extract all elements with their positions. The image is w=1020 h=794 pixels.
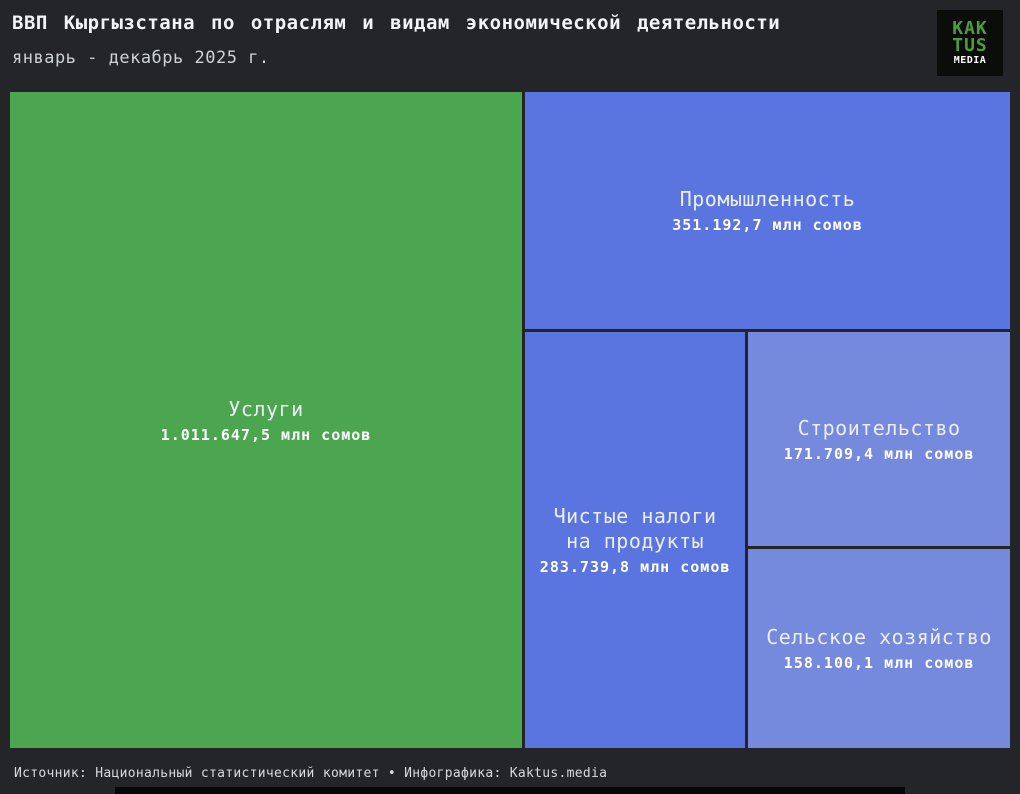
- tile-value: 351.192,7 млн сомов: [672, 216, 863, 235]
- treemap-right-column: Строительство 171.709,4 млн сомов Сельск…: [748, 332, 1010, 748]
- treemap-tile-agriculture: Сельское хозяйство 158.100,1 млн сомов: [748, 548, 1010, 748]
- bottom-bar: [115, 787, 905, 794]
- treemap-chart: Услуги 1.011.647,5 млн сомов Промышленно…: [10, 92, 1010, 748]
- logo-line-1: KAK: [952, 17, 988, 39]
- treemap-right-region: Промышленность 351.192,7 млн сомов Чисты…: [525, 92, 1010, 748]
- tile-label: Строительство: [797, 415, 961, 440]
- treemap-tile-services: Услуги 1.011.647,5 млн сомов: [10, 92, 522, 748]
- tile-label: Чистые налоги на продукты: [553, 504, 717, 554]
- tile-value: 283.739,8 млн сомов: [539, 558, 731, 577]
- logo-line-3: MEDIA: [953, 55, 987, 67]
- tile-label: Промышленность: [679, 187, 856, 212]
- treemap-lower-row: Чистые налоги на продукты 283.739,8 млн …: [525, 332, 1010, 748]
- period-subtitle: январь - декабрь 2025 г.: [12, 48, 270, 68]
- header: ВВП Кыргызстана по отраслям и видам экон…: [0, 0, 1020, 92]
- treemap-tile-industry: Промышленность 351.192,7 млн сомов: [525, 92, 1010, 330]
- tile-value: 1.011.647,5 млн сомов: [160, 425, 372, 444]
- treemap-tile-construction: Строительство 171.709,4 млн сомов: [748, 332, 1010, 546]
- page-title: ВВП Кыргызстана по отраслям и видам экон…: [12, 12, 781, 34]
- tile-label: Сельское хозяйство: [766, 624, 992, 649]
- source-attribution: Источник: Национальный статистический ко…: [14, 766, 608, 781]
- treemap-tile-net-taxes: Чистые налоги на продукты 283.739,8 млн …: [525, 332, 746, 748]
- logo-line-2: TUS: [952, 35, 988, 56]
- tile-value: 158.100,1 млн сомов: [783, 653, 975, 672]
- tile-value: 171.709,4 млн сомов: [783, 444, 975, 463]
- tile-label: Услуги: [228, 396, 304, 421]
- kaktus-media-logo[interactable]: KAK TUS MEDIA: [937, 10, 1003, 76]
